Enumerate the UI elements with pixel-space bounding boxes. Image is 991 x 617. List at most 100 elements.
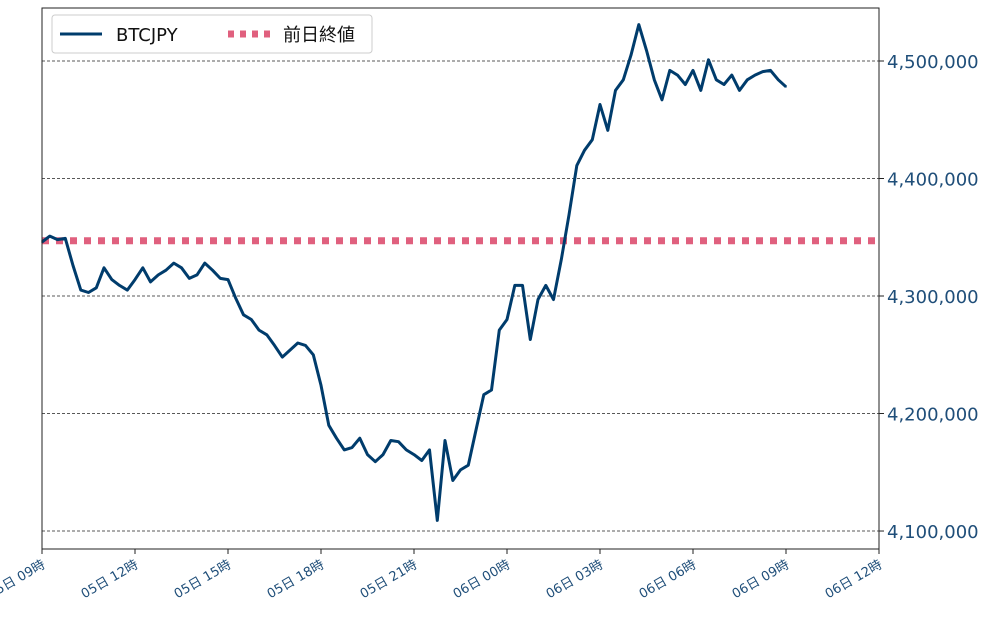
data-point (606, 129, 609, 132)
data-point (141, 267, 144, 269)
data-point (777, 78, 780, 81)
data-point (428, 449, 431, 451)
data-point (289, 349, 291, 351)
data-point (761, 70, 764, 73)
data-point (467, 464, 470, 467)
data-point (172, 262, 175, 264)
data-point (219, 277, 222, 280)
x-tick-label: 05日 12時 (79, 557, 141, 602)
data-point (103, 267, 105, 269)
data-point (645, 49, 648, 52)
data-point (482, 393, 485, 396)
y-tick-label: 4,100,000 (887, 522, 979, 543)
data-point (48, 235, 51, 237)
data-point (79, 289, 82, 291)
data-point (118, 284, 121, 287)
data-point (296, 342, 299, 344)
data-point (242, 314, 245, 316)
data-point (653, 78, 656, 81)
data-point (552, 298, 555, 301)
data-point (110, 278, 113, 281)
data-point (203, 262, 206, 264)
x-tick-label: 05日 09時 (0, 557, 48, 602)
data-point (614, 89, 617, 92)
data-point (699, 89, 702, 92)
plot-frame (41, 7, 880, 550)
data-point (692, 69, 694, 72)
x-tick-label: 05日 18時 (265, 557, 327, 602)
data-point (444, 439, 446, 442)
data-point (451, 479, 454, 482)
data-point (730, 74, 733, 76)
price-series (41, 23, 788, 522)
grid-lines (42, 60, 879, 532)
data-point (64, 237, 67, 240)
data-point (420, 459, 423, 462)
x-tick-label: 05日 15時 (172, 557, 234, 602)
data-point (304, 344, 307, 347)
data-point (599, 103, 601, 106)
data-point (544, 284, 547, 287)
data-point (180, 267, 183, 269)
data-point (676, 74, 679, 76)
data-point (506, 318, 508, 321)
data-point (126, 289, 129, 291)
data-point (630, 54, 632, 56)
data-point (265, 333, 268, 336)
data-point (72, 264, 74, 267)
data-point (684, 83, 687, 86)
y-axis: 4,100,000 4,200,000 4,300,000 4,400,000 4,50… (879, 52, 979, 543)
data-point (746, 78, 749, 81)
data-point (707, 59, 710, 61)
series-line-btcjpy (41, 23, 788, 522)
data-point (475, 429, 477, 431)
data-point (715, 78, 718, 81)
data-point (343, 449, 346, 451)
data-point (258, 329, 260, 331)
data-point (537, 298, 539, 301)
data-point (234, 297, 237, 300)
data-point (165, 269, 167, 271)
data-point (591, 138, 594, 141)
data-point (560, 258, 563, 261)
data-point (149, 281, 152, 283)
data-point (436, 519, 439, 522)
data-point (490, 389, 493, 391)
data-point (413, 453, 415, 456)
data-point (56, 238, 59, 241)
data-point (351, 446, 353, 449)
data-point (785, 86, 787, 88)
data-point (389, 439, 392, 442)
data-point (134, 278, 136, 281)
x-tick-label: 06日 12時 (823, 557, 885, 602)
x-tick-label: 05日 21時 (358, 557, 420, 602)
data-point (188, 277, 191, 280)
data-point (358, 437, 361, 439)
data-point (211, 269, 214, 271)
data-point (521, 284, 524, 287)
data-point (273, 344, 276, 347)
y-tick-label: 4,500,000 (887, 52, 979, 73)
legend-label-btcjpy: BTCJPY (116, 25, 179, 46)
data-point (250, 318, 253, 321)
data-point (769, 69, 772, 72)
data-point (637, 23, 640, 26)
data-point (327, 424, 330, 427)
data-point (529, 338, 532, 341)
x-tick-label: 06日 00時 (451, 557, 513, 602)
data-point (312, 353, 315, 356)
data-point (227, 278, 229, 281)
legend-label-previous-close: 前日終値 (283, 25, 355, 46)
x-tick-label: 06日 09時 (730, 557, 792, 602)
data-point (335, 437, 338, 439)
data-point (459, 469, 462, 471)
y-tick-label: 4,300,000 (887, 287, 979, 308)
data-point (575, 164, 578, 167)
data-point (397, 440, 400, 443)
x-axis: 05日 09時 05日 12時 05日 15時 05日 18時 05日 21時 06日 0… (0, 549, 885, 602)
data-point (738, 89, 741, 92)
data-point (382, 453, 384, 456)
legend: BTCJPY 前日終値 (51, 14, 373, 54)
data-point (196, 274, 198, 276)
